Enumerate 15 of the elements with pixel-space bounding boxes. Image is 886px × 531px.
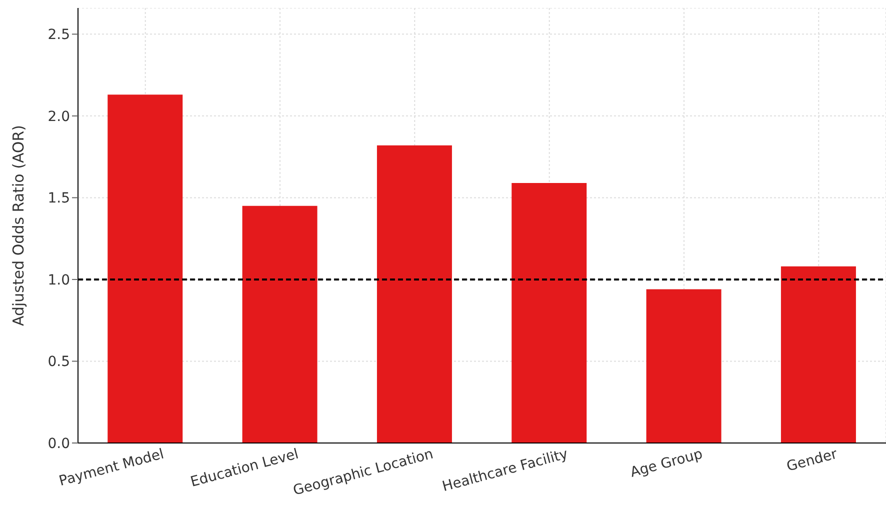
bar bbox=[646, 289, 722, 443]
bar bbox=[242, 206, 318, 443]
y-axis-title: Adjusted Odds Ratio (AOR) bbox=[9, 124, 28, 326]
x-tick-label: Age Group bbox=[628, 446, 704, 481]
bar bbox=[108, 94, 183, 443]
bar bbox=[376, 145, 452, 443]
y-tick-label: 0.0 bbox=[48, 436, 70, 452]
y-tick-label: 0.5 bbox=[48, 354, 70, 370]
x-tick-label: Gender bbox=[785, 446, 840, 476]
bar bbox=[512, 182, 587, 443]
y-tick-label: 2.0 bbox=[48, 108, 70, 125]
bar bbox=[780, 266, 856, 443]
y-tick-label: 1.5 bbox=[48, 190, 70, 207]
y-tick-label: 1.0 bbox=[48, 272, 70, 288]
y-tick-label: 2.5 bbox=[48, 27, 70, 44]
